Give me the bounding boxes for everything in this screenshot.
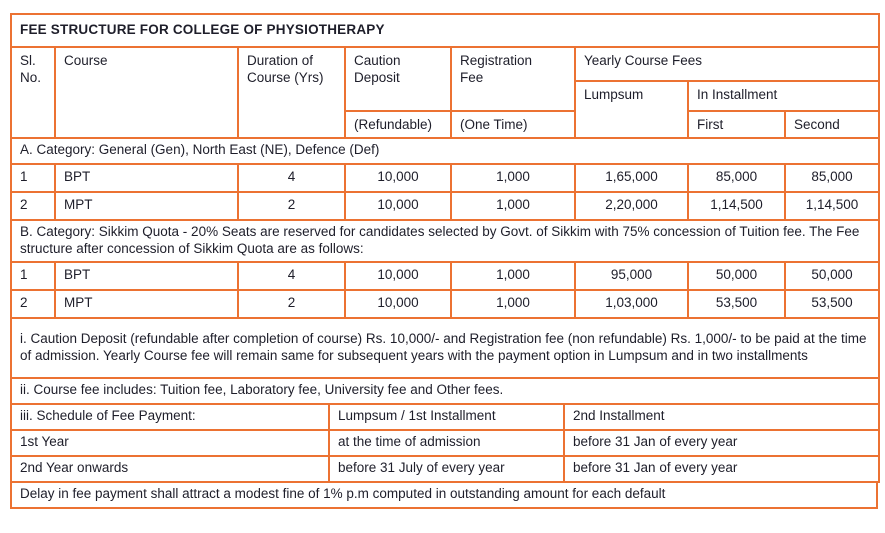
sl-cell: 2 (10, 288, 56, 319)
header-one-time: (One Time) (450, 110, 576, 139)
second-installment-cell: 85,000 (783, 162, 881, 193)
header-second: Second (783, 110, 881, 139)
sl-cell: 1 (10, 260, 56, 291)
fee-table: FEE STRUCTURE FOR COLLEGE OF PHYSIOTHERA… (9, 13, 881, 405)
lumpsum-cell: 1,65,000 (574, 162, 689, 193)
schedule-header-row: iii. Schedule of Fee Payment: Lumpsum / … (10, 402, 880, 431)
header-caution-deposit: Caution Deposit (344, 46, 452, 112)
first-installment-cell: 1,14,500 (687, 190, 786, 221)
table-title: FEE STRUCTURE FOR COLLEGE OF PHYSIOTHERA… (9, 13, 881, 48)
header-yearly-course-fees: Yearly Course Fees (573, 46, 881, 82)
registration-cell: 1,000 (450, 162, 576, 193)
duration-cell: 4 (237, 162, 346, 193)
footer-note-table: Delay in fee payment shall attract a mod… (10, 480, 878, 509)
caution-cell: 10,000 (344, 260, 452, 291)
schedule-row: 1st Year at the time of admission before… (10, 428, 880, 457)
header-first: First (687, 110, 786, 139)
course-cell: MPT (54, 288, 239, 319)
section-b-label: B. Category: Sikkim Quota - 20% Seats ar… (9, 218, 881, 263)
first-installment-cell: 50,000 (687, 260, 786, 291)
schedule-header-cell: 2nd Installment (563, 402, 880, 431)
header-sl-no: Sl. No. (10, 46, 56, 139)
second-installment-cell: 50,000 (783, 260, 881, 291)
registration-cell: 1,000 (450, 260, 576, 291)
lumpsum-cell: 2,20,000 (574, 190, 689, 221)
second-installment-cell: 1,14,500 (783, 190, 881, 221)
course-cell: BPT (54, 162, 239, 193)
schedule-cell: at the time of admission (328, 428, 565, 457)
schedule-cell: before 31 July of every year (328, 454, 565, 483)
schedule-header-cell: Lumpsum / 1st Installment (328, 402, 565, 431)
note-i: i. Caution Deposit (refundable after com… (9, 316, 881, 379)
schedule-cell: before 31 Jan of every year (563, 454, 880, 483)
fee-row: 1 BPT 4 10,000 1,000 1,65,000 85,000 85,… (10, 162, 881, 193)
fee-structure-document: FEE STRUCTURE FOR COLLEGE OF PHYSIOTHERA… (9, 13, 881, 509)
header-course: Course (54, 46, 239, 139)
caution-cell: 10,000 (344, 288, 452, 319)
header-refundable: (Refundable) (344, 110, 452, 139)
schedule-header-cell: iii. Schedule of Fee Payment: (10, 402, 330, 431)
course-cell: MPT (54, 190, 239, 221)
note-ii: ii. Course fee includes: Tuition fee, La… (9, 376, 881, 405)
header-duration: Duration of Course (Yrs) (237, 46, 346, 139)
fee-row: 1 BPT 4 10,000 1,000 95,000 50,000 50,00… (10, 260, 881, 291)
schedule-cell: 1st Year (10, 428, 330, 457)
schedule-table: iii. Schedule of Fee Payment: Lumpsum / … (10, 402, 880, 483)
lumpsum-cell: 95,000 (574, 260, 689, 291)
header-in-installment: In Installment (686, 80, 881, 112)
header-registration-fee: Registration Fee (450, 46, 576, 112)
second-installment-cell: 53,500 (783, 288, 881, 319)
duration-cell: 2 (237, 190, 346, 221)
schedule-cell: 2nd Year onwards (10, 454, 330, 483)
registration-cell: 1,000 (450, 288, 576, 319)
first-installment-cell: 53,500 (687, 288, 786, 319)
registration-cell: 1,000 (450, 190, 576, 221)
fee-row: 2 MPT 2 10,000 1,000 1,03,000 53,500 53,… (10, 288, 881, 319)
sl-cell: 2 (10, 190, 56, 221)
section-a-label: A. Category: General (Gen), North East (… (9, 136, 881, 165)
footer-note: Delay in fee payment shall attract a mod… (10, 480, 878, 509)
schedule-cell: before 31 Jan of every year (563, 428, 880, 457)
first-installment-cell: 85,000 (687, 162, 786, 193)
caution-cell: 10,000 (344, 162, 452, 193)
duration-cell: 4 (237, 260, 346, 291)
caution-cell: 10,000 (344, 190, 452, 221)
course-cell: BPT (54, 260, 239, 291)
sl-cell: 1 (10, 162, 56, 193)
lumpsum-cell: 1,03,000 (574, 288, 689, 319)
duration-cell: 2 (237, 288, 346, 319)
fee-row: 2 MPT 2 10,000 1,000 2,20,000 1,14,500 1… (10, 190, 881, 221)
header-lumpsum: Lumpsum (574, 80, 689, 139)
schedule-row: 2nd Year onwards before 31 July of every… (10, 454, 880, 483)
